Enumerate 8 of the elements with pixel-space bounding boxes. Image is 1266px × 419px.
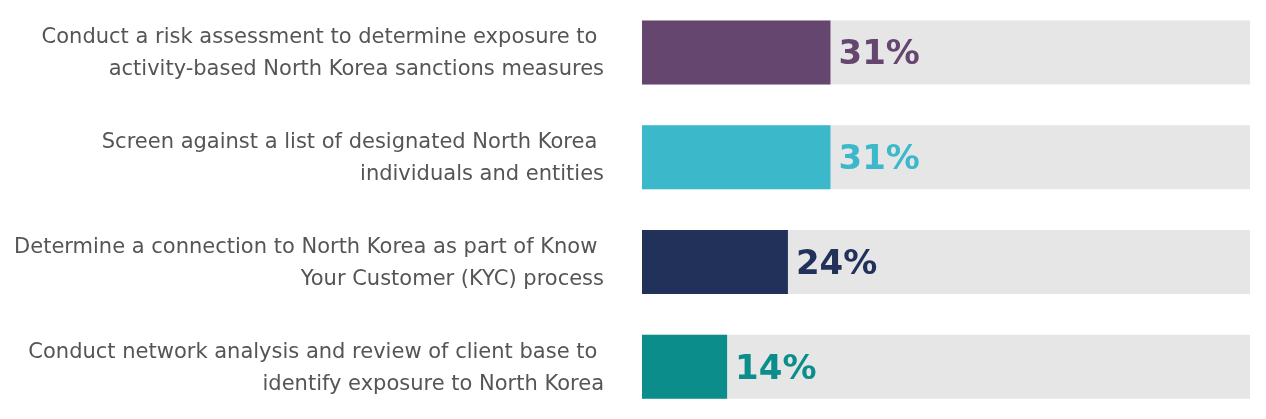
data-label: 24% [795,241,878,282]
data-label: 14% [735,346,817,387]
data-label: 31% [838,32,920,73]
y-tick-label: Conduct network analysis and review of client base to identify exposure to North Korea [28,338,604,395]
y-tick-label: Determine a connection to North Korea as part of Know Your Customer (KYC) process [14,233,604,290]
data-label: 31% [838,137,920,178]
y-tick-label: Screen against a list of designated North Korea individuals and entities [101,129,604,186]
y-tick-label: Conduct a risk assessment to determine exposure to activity-based North Korea sanctions measures [41,24,604,81]
